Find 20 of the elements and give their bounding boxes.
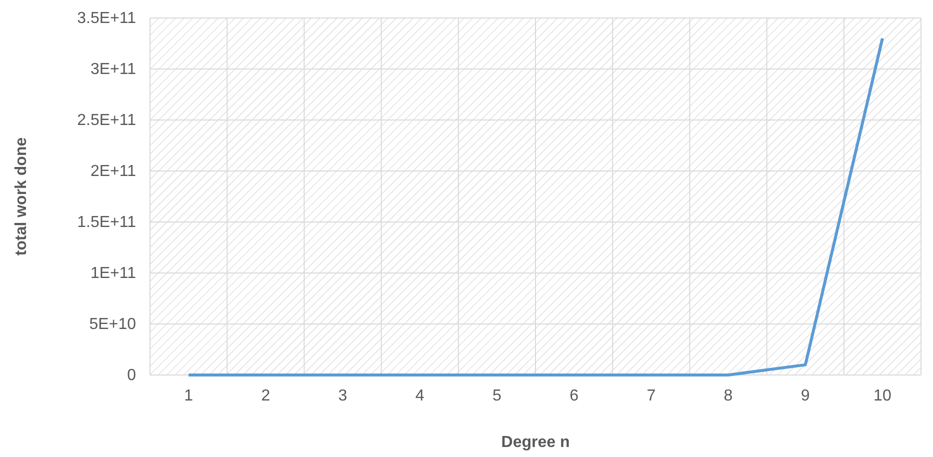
y-tick-label: 2.5E+11 [77,112,136,130]
y-tick-label: 2E+11 [90,163,136,180]
x-tick-label: 3 [338,387,348,404]
y-tick-label: 1.5E+11 [77,214,136,232]
x-axis-title: Degree n [501,434,570,451]
x-tick-label: 1 [184,387,194,404]
y-axis-title: total work done [13,137,30,256]
x-tick-label: 6 [570,387,579,404]
x-tick-label: 4 [415,387,424,404]
x-tick-label: 8 [724,387,733,404]
x-tick-label: 10 [874,387,892,404]
x-tick-label: 9 [800,387,810,404]
y-tick-label: 1E+11 [90,265,136,282]
y-tick-label: 3.5E+11 [77,10,136,28]
y-tick-label: 5E+10 [89,316,136,334]
y-tick-label: 0 [127,367,136,384]
y-tick-label: 3E+11 [90,61,136,78]
x-tick-label: 7 [646,387,656,404]
x-tick-label: 2 [261,387,270,404]
x-tick-label: 5 [492,387,502,404]
